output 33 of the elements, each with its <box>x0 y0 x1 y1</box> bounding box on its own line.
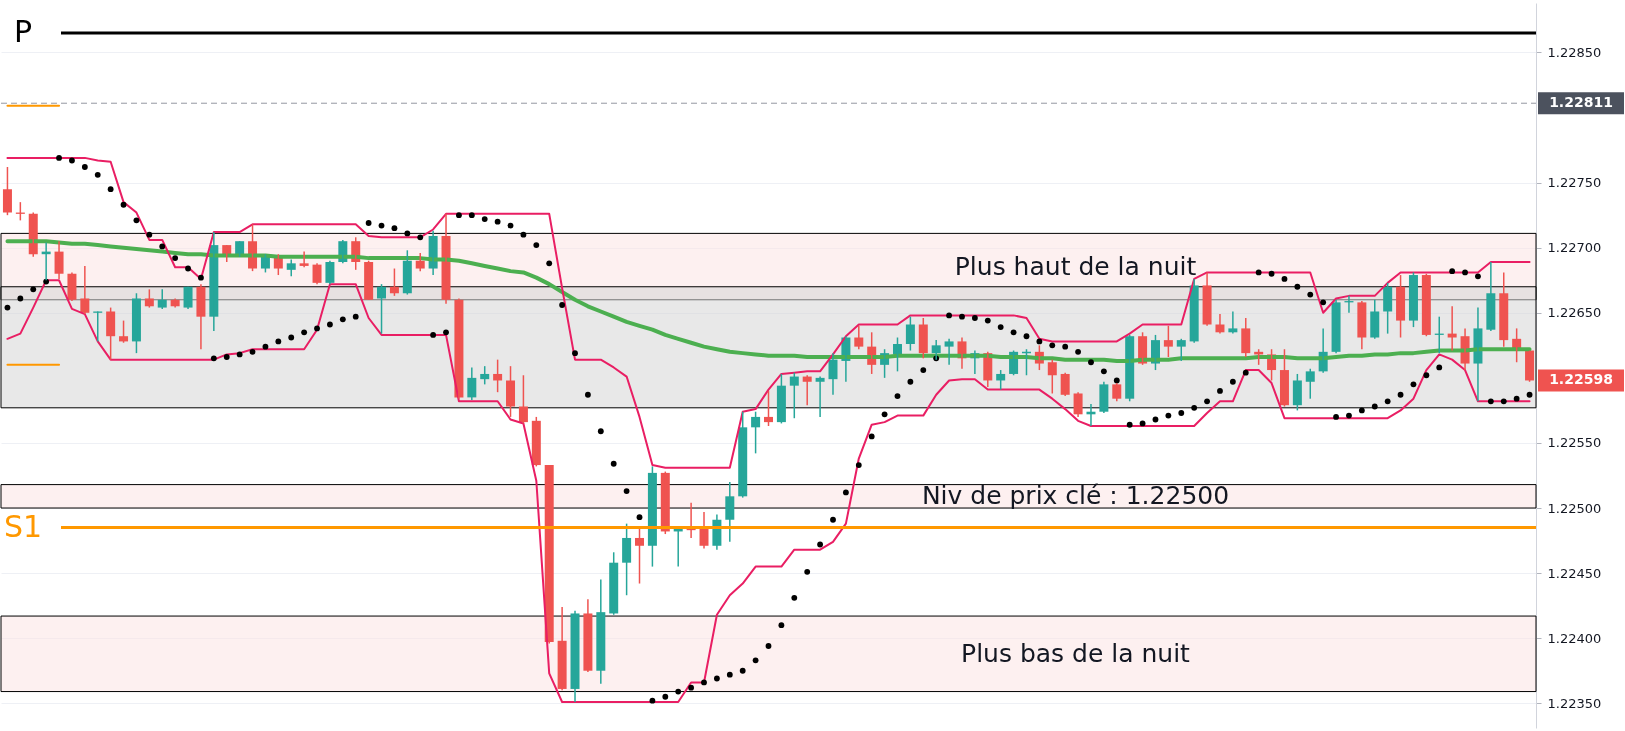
y-tick-label: 1.22650 <box>1547 305 1602 321</box>
y-tick-label: 1.22400 <box>1547 630 1602 646</box>
y-tick-label: 1.22450 <box>1547 565 1602 581</box>
candlestick <box>1292 373 1302 412</box>
candlestick <box>144 288 154 309</box>
candlestick <box>1305 368 1315 400</box>
text: 1.22598 <box>1549 371 1613 388</box>
candlestick <box>2 166 12 216</box>
candlestick <box>506 365 516 418</box>
band-label: Niv de prix clé : 1.22500 <box>921 481 1230 511</box>
candlestick <box>106 306 116 361</box>
y-tick-label: 1.22500 <box>1547 500 1602 516</box>
band-label: Plus bas de la nuit <box>961 638 1191 668</box>
y-tick-label: 1.22350 <box>1547 695 1602 711</box>
ref-line-label: S1 <box>3 508 43 544</box>
ref-line-label: P <box>13 13 33 49</box>
candlestick <box>905 315 915 352</box>
ref-line-label: 1.22811 <box>1549 94 1613 111</box>
candlestick <box>918 317 928 360</box>
line-series <box>6 279 1531 703</box>
candlestick <box>635 526 645 585</box>
candlestick <box>1408 271 1418 328</box>
line-series <box>6 156 1531 469</box>
candlestick <box>93 310 103 343</box>
candlestick <box>1163 325 1173 358</box>
y-tick-label: 1.22750 <box>1547 175 1602 191</box>
band-label: Plus haut de la nuit <box>954 251 1197 281</box>
y-tick-label: 1.22850 <box>1547 44 1602 60</box>
candlestick <box>299 250 309 268</box>
y-tick-label: 1.22550 <box>1547 435 1602 451</box>
y-tick-label: 1.22700 <box>1547 240 1602 256</box>
candlestick <box>1176 338 1186 362</box>
candlestick <box>622 522 632 596</box>
